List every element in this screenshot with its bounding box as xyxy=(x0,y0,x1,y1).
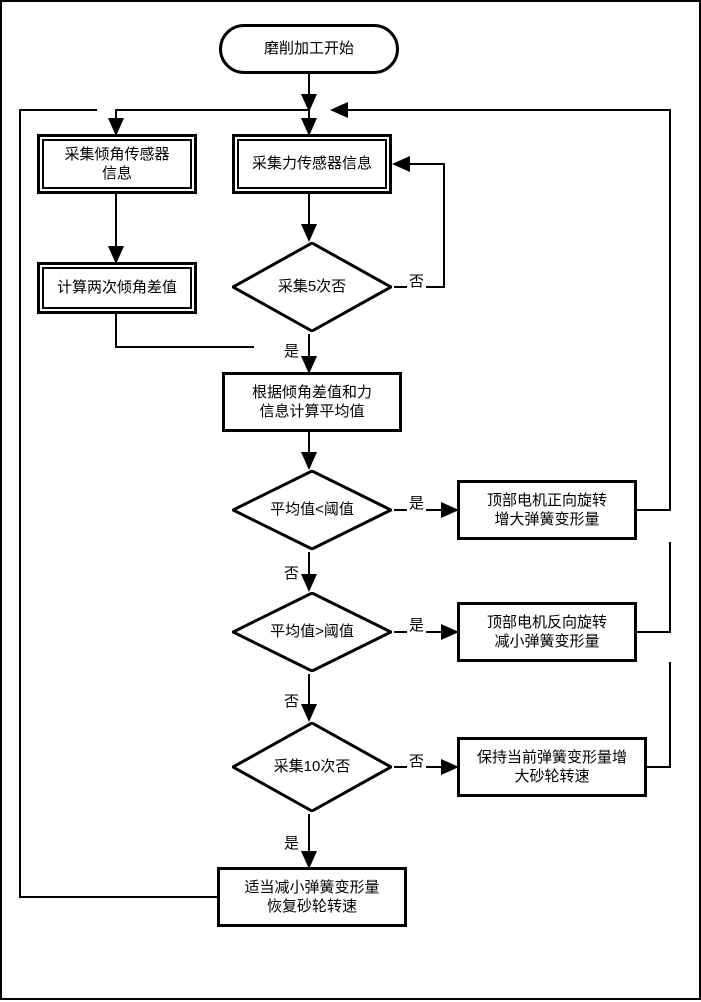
edge-11-label: 是 xyxy=(407,614,426,635)
node-c10: 采集10次否 xyxy=(232,722,392,812)
node-start: 磨削加工开始 xyxy=(219,24,399,74)
edge-5-label: 否 xyxy=(407,270,426,291)
node-gt: 平均值>阈值 xyxy=(232,592,392,672)
edge-5 xyxy=(394,164,444,287)
edge-10-label: 否 xyxy=(282,562,301,583)
node-avg: 根据倾角差值和力信息计算平均值 xyxy=(222,372,402,432)
edge-12-label: 否 xyxy=(282,690,301,711)
node-c5: 采集5次否 xyxy=(232,242,392,332)
node-diff: 计算两次倾角差值 xyxy=(37,262,197,314)
edge-18 xyxy=(20,110,217,897)
node-c10-label: 采集10次否 xyxy=(232,722,392,812)
node-lt: 平均值<阈值 xyxy=(232,470,392,550)
node-reduce: 适当减小弹簧变形量恢复砂轮转速 xyxy=(217,867,407,927)
edge-7-label: 是 xyxy=(282,340,301,361)
node-keep: 保持当前弹簧变形量增大砂轮转速 xyxy=(457,737,647,797)
node-fwd: 顶部电机正向旋转增大弹簧变形量 xyxy=(457,480,637,540)
node-tilt: 采集倾角传感器信息 xyxy=(37,134,197,194)
node-force: 采集力传感器信息 xyxy=(232,134,392,194)
edge-17 xyxy=(647,662,670,767)
node-c5-label: 采集5次否 xyxy=(232,242,392,332)
node-gt-label: 平均值>阈值 xyxy=(232,592,392,672)
edge-1 xyxy=(116,110,309,134)
edge-9-label: 是 xyxy=(407,492,426,513)
edge-14-label: 是 xyxy=(282,832,301,853)
edge-16 xyxy=(637,542,670,632)
node-rev: 顶部电机反向旋转减小弹簧变形量 xyxy=(457,602,637,662)
edge-13-label: 否 xyxy=(407,750,426,771)
node-lt-label: 平均值<阈值 xyxy=(232,470,392,550)
